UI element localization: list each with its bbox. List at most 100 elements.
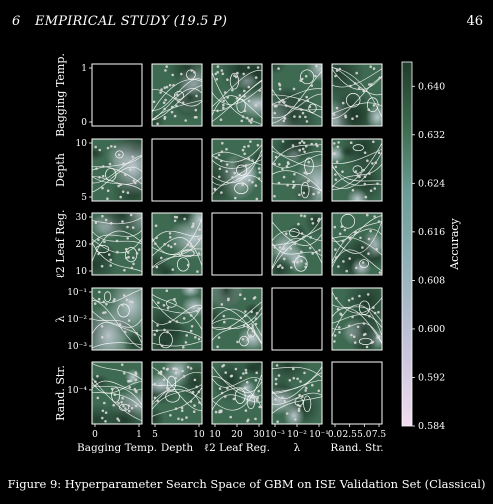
empty-diagonal-panel	[152, 139, 202, 201]
sample-point	[166, 86, 169, 89]
sample-point	[333, 340, 336, 343]
sample-point	[276, 364, 279, 367]
sample-point	[305, 387, 308, 390]
sample-point	[274, 246, 277, 249]
sample-point	[257, 390, 260, 393]
sample-point	[310, 143, 313, 146]
sample-point	[190, 367, 193, 370]
sample-point	[117, 402, 120, 405]
y-tick-label: 10⁻¹	[67, 288, 87, 298]
y-tick-label: 20	[76, 240, 88, 250]
sample-point	[278, 163, 281, 166]
column-label-bagging-temp: Bagging Temp.	[77, 442, 157, 454]
sample-point	[351, 316, 354, 319]
sample-point	[101, 417, 104, 420]
sample-point	[309, 236, 312, 239]
sample-point	[367, 252, 370, 255]
sample-point	[163, 378, 166, 381]
x-tick-label: 2.5	[343, 430, 358, 440]
sample-point	[349, 85, 352, 88]
sample-point	[134, 182, 137, 185]
sample-point	[118, 419, 121, 422]
sample-point	[218, 336, 221, 339]
sample-point	[163, 243, 166, 246]
sample-point	[224, 371, 227, 374]
sample-point	[286, 412, 289, 415]
sample-point	[222, 104, 225, 107]
sample-point	[124, 173, 127, 176]
sample-point	[184, 119, 187, 122]
sample-point	[256, 397, 259, 400]
sample-point	[355, 267, 358, 270]
sample-point	[94, 302, 97, 305]
sample-point	[128, 404, 131, 407]
sample-point	[351, 297, 354, 300]
sample-point	[104, 420, 107, 423]
sample-point	[132, 226, 135, 229]
sample-point	[103, 402, 106, 405]
sample-point	[334, 334, 337, 337]
sample-point	[101, 325, 104, 328]
sample-point	[122, 190, 125, 193]
sample-point	[193, 71, 196, 74]
panel-depth-vs-bagging-temp	[83, 123, 159, 219]
sample-point	[276, 420, 279, 423]
sample-point	[301, 396, 304, 399]
sample-point	[181, 407, 184, 410]
sample-point	[218, 154, 221, 157]
sample-point	[124, 331, 127, 334]
sample-point	[350, 141, 353, 144]
colorbar-tick-label: 0.640	[418, 81, 445, 92]
empty-diagonal-panel	[272, 288, 322, 350]
sample-point	[94, 385, 97, 388]
sample-point	[169, 414, 172, 417]
sample-point	[126, 226, 129, 229]
sample-point	[123, 269, 126, 272]
sample-point	[299, 79, 302, 82]
sample-point	[172, 84, 175, 87]
sample-point	[102, 165, 105, 168]
sample-point	[157, 301, 160, 304]
sample-point	[171, 74, 174, 77]
sample-point	[298, 194, 301, 197]
x-tick-label: 10	[209, 430, 221, 440]
sample-point	[250, 121, 253, 124]
sample-point	[130, 214, 133, 217]
sample-point	[233, 172, 236, 175]
sample-point	[317, 191, 320, 194]
sample-point	[172, 367, 175, 370]
sample-point	[366, 214, 369, 217]
sample-point	[362, 261, 365, 264]
accuracy-region	[283, 403, 304, 428]
x-tick-label: 0	[92, 430, 98, 440]
sample-point	[334, 248, 337, 251]
sample-point	[251, 181, 254, 184]
sample-point	[108, 253, 111, 256]
sample-point	[243, 324, 246, 327]
sample-point	[94, 146, 97, 149]
sample-point	[318, 390, 321, 393]
sample-point	[231, 176, 234, 179]
sample-point	[135, 379, 138, 382]
sample-point	[311, 84, 314, 87]
sample-point	[165, 65, 168, 68]
colorbar-tick-label: 0.608	[418, 275, 445, 286]
sample-point	[254, 418, 257, 421]
sample-point	[127, 256, 130, 259]
row-label-lambda: λ	[54, 315, 67, 322]
sample-point	[189, 245, 192, 248]
sample-point	[298, 255, 301, 258]
sample-point	[248, 179, 251, 182]
accuracy-region	[181, 296, 207, 318]
sample-point	[163, 304, 166, 307]
sample-point	[305, 263, 308, 266]
sample-point	[192, 225, 195, 228]
sample-point	[246, 381, 249, 384]
sample-point	[364, 183, 367, 186]
sample-point	[254, 296, 257, 299]
sample-point	[128, 319, 131, 322]
sample-point	[131, 267, 134, 270]
sample-point	[251, 159, 254, 162]
sample-point	[355, 231, 358, 234]
sample-point	[118, 154, 121, 157]
